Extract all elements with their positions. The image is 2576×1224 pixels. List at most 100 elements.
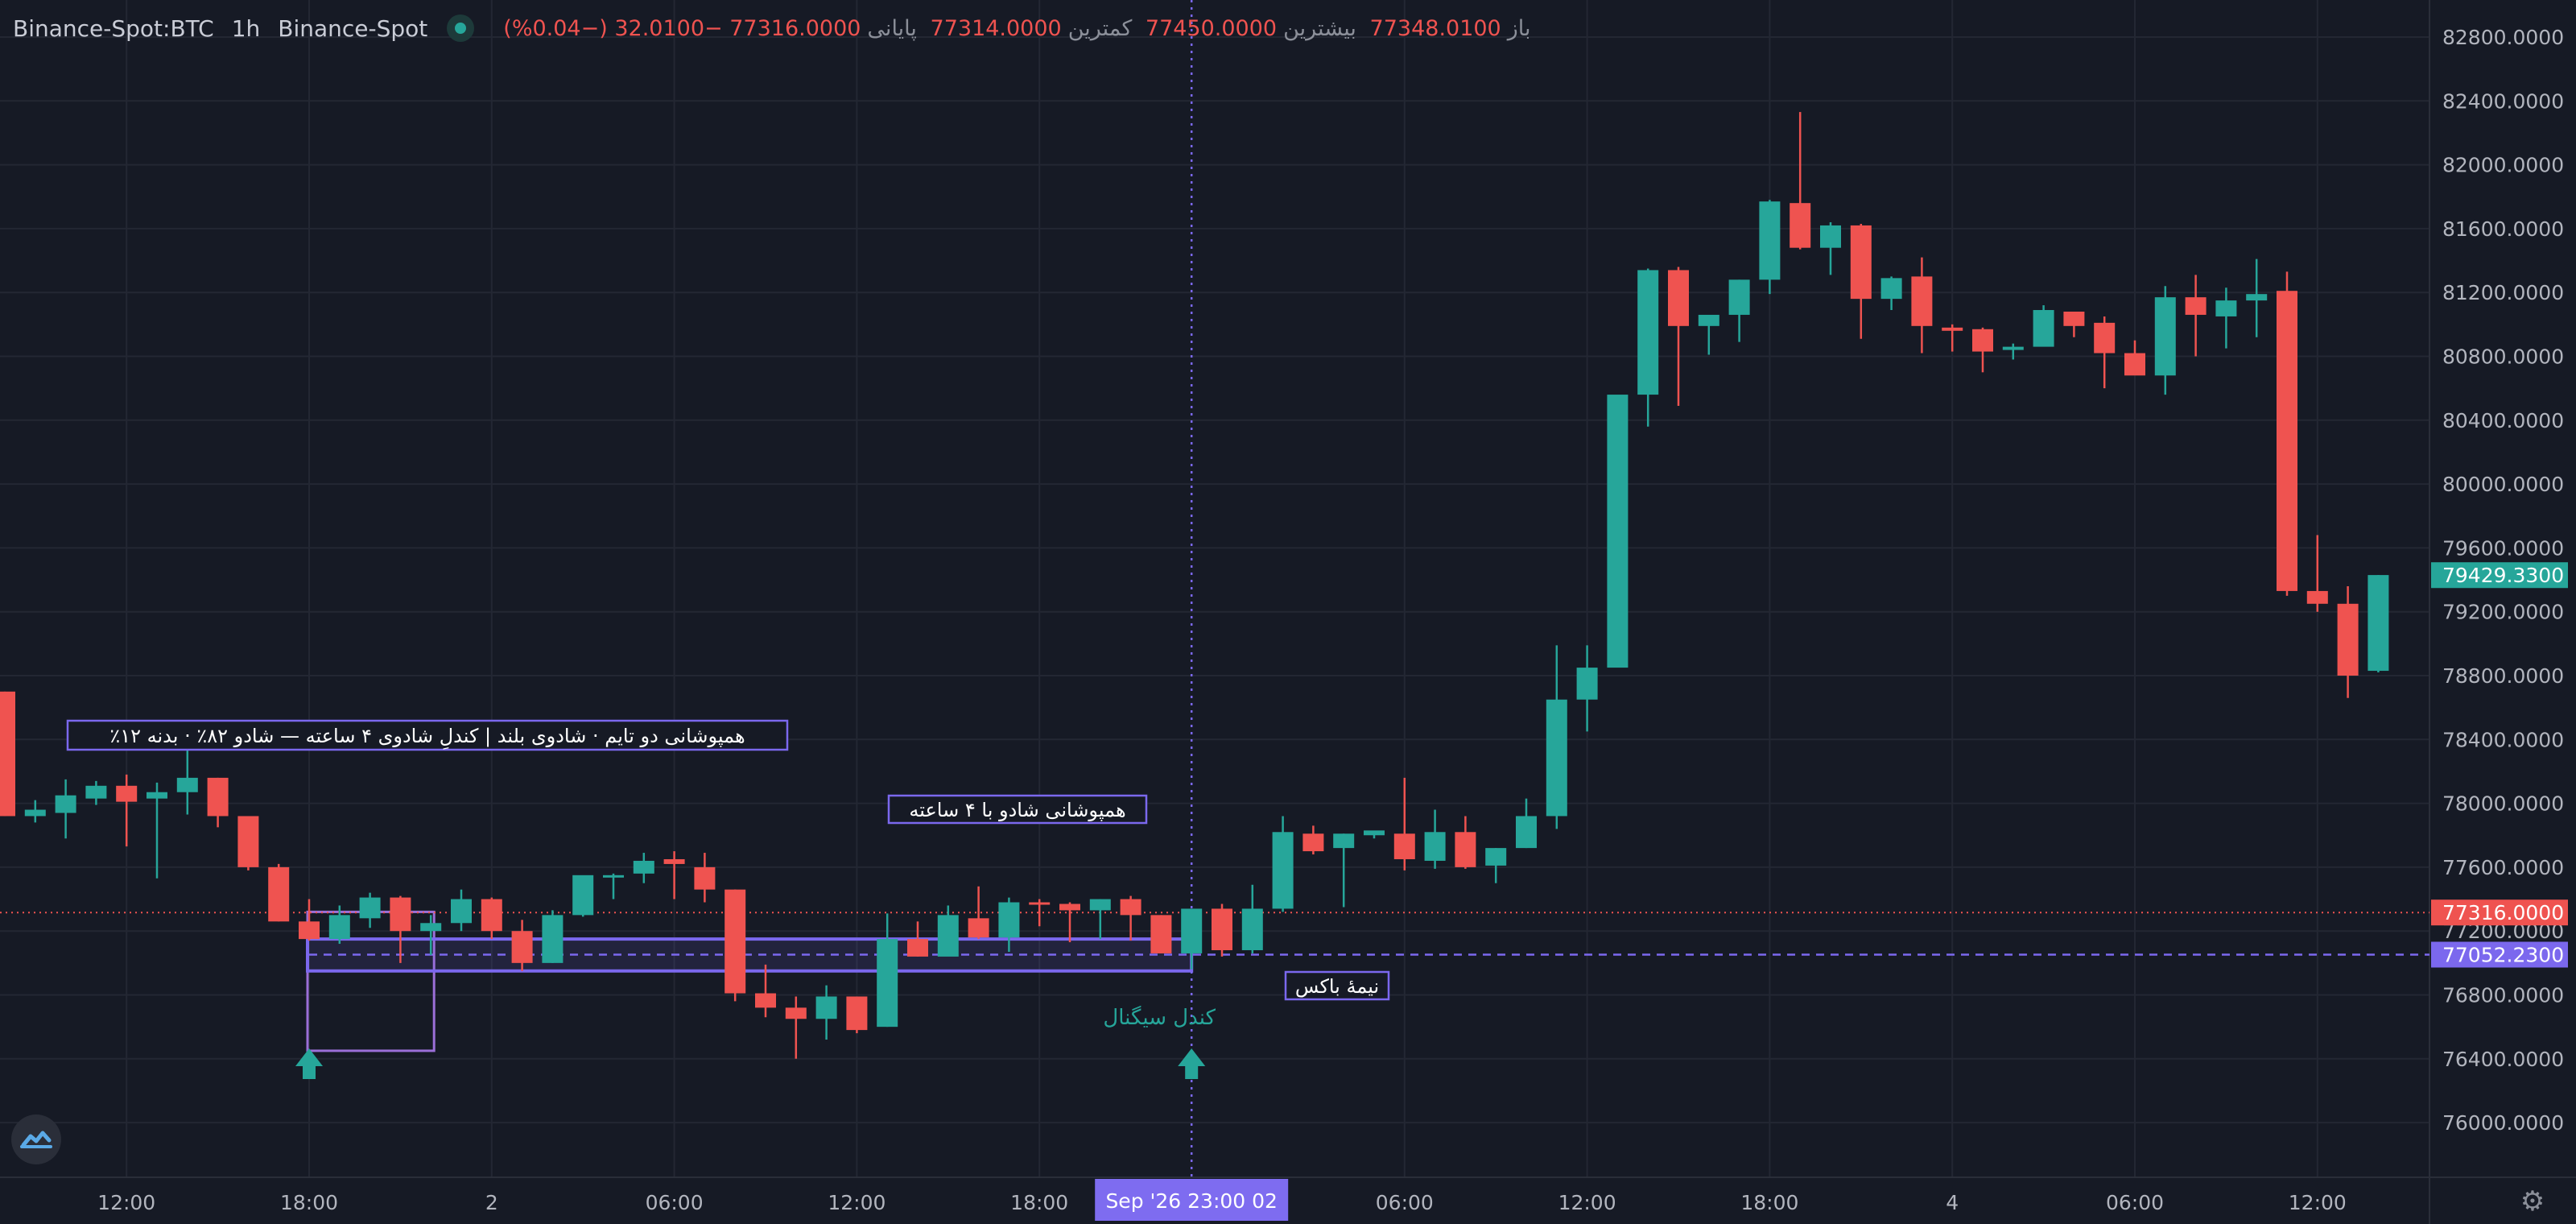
time-tick-label: 2	[485, 1191, 498, 1214]
price-tick-label: 80400.0000	[2442, 409, 2564, 432]
symbol-name[interactable]: Binance-Spot:BTC	[13, 14, 214, 42]
price-tick-label: 79200.0000	[2442, 601, 2564, 624]
candle-body-up	[998, 902, 1020, 938]
time-tick-label: 18:00	[1740, 1191, 1798, 1214]
time-tick-label: 12:00	[1558, 1191, 1616, 1214]
price-tick-label: 79600.0000	[2442, 536, 2564, 560]
candle-body-down	[0, 691, 15, 817]
candle-body-up	[420, 923, 442, 932]
candle-body-up	[1424, 832, 1446, 861]
tradingview-logo-icon[interactable]	[11, 1114, 61, 1164]
open-value: 77348.0100	[1369, 15, 1501, 41]
interval-label[interactable]: 1h	[231, 14, 261, 42]
ohlc-values: باز77348.0100 بیشترین77450.0000 کمترین77…	[492, 16, 1537, 41]
low-label: کمترین	[1067, 15, 1133, 41]
change-value: −32.0100 (−0.04%)	[503, 15, 723, 41]
candle-body-up	[2246, 294, 2268, 301]
candle-body-down	[1150, 915, 1172, 953]
price-tick-label: 80800.0000	[2442, 345, 2564, 369]
crosshair-time-tag: Sep '26 23:00 02	[1105, 1189, 1278, 1213]
price-tick-label: 78400.0000	[2442, 728, 2564, 751]
close-value: 77316.0000	[729, 15, 861, 41]
candle-body-up	[451, 899, 472, 924]
price-tick-label: 82000.0000	[2442, 154, 2564, 177]
candle-body-down	[2337, 603, 2359, 676]
mid-box-label-frame	[1284, 970, 1390, 1001]
candle-body-down	[1850, 225, 1872, 300]
candle-body-down	[846, 996, 868, 1031]
candle-body-down	[1393, 833, 1415, 859]
signal-range-box	[306, 910, 436, 1052]
candle-body-down	[907, 939, 928, 957]
price-tick-label: 78800.0000	[2442, 664, 2564, 688]
high-label: بیشترین	[1283, 15, 1356, 41]
crosshair-time-tag-bg	[1095, 1179, 1289, 1221]
candle-body-down	[2063, 311, 2085, 326]
mid-box-label: نیمهٔ باکس	[1295, 975, 1379, 998]
exchange-label: Binance-Spot	[278, 14, 428, 42]
candle-body-down	[116, 785, 138, 802]
candle-body-down	[2124, 353, 2145, 376]
time-tick-label: 18:00	[1010, 1191, 1068, 1214]
mid-box-price-tag: 77052.2300	[2442, 943, 2564, 966]
candle-body-down	[299, 921, 320, 940]
candle-body-up	[176, 777, 198, 792]
price-tick-label: 76800.0000	[2442, 984, 2564, 1007]
candle-body-up	[1089, 899, 1111, 911]
candle-body-down	[663, 858, 685, 864]
candle-body-down	[968, 918, 989, 938]
price-tick-label: 76000.0000	[2442, 1111, 2564, 1135]
candle-body-down	[237, 816, 259, 867]
candle-body-up	[2215, 300, 2237, 316]
candle-body-down	[390, 897, 411, 932]
candle-body-up	[1637, 270, 1659, 395]
time-tick-label: 4	[1946, 1191, 1959, 1214]
candle-body-up	[815, 996, 837, 1019]
candle-body-up	[877, 939, 898, 1028]
candle-body-up	[1759, 201, 1781, 280]
candle-body-down	[1942, 327, 1963, 331]
candle-body-up	[24, 809, 46, 817]
candle-body-up	[359, 897, 381, 919]
overlap-box-label-frame	[887, 794, 1148, 825]
candle-body-down	[2185, 297, 2207, 315]
candle-body-down	[1455, 832, 1476, 867]
candle-body-up	[633, 860, 654, 874]
main-pattern-label-frame	[66, 719, 789, 751]
candle-body-down	[511, 931, 533, 963]
candle-body-up	[572, 875, 594, 916]
candle-body-up	[2002, 346, 2024, 350]
gear-icon[interactable]: ⚙	[2520, 1185, 2545, 1218]
signal-arrow-up	[1178, 1048, 1206, 1079]
candle-body-up	[1241, 908, 1263, 950]
candle-body-up	[937, 915, 959, 957]
candle-body-down	[785, 1007, 807, 1019]
price-tick-label: 81600.0000	[2442, 217, 2564, 241]
candle-body-up	[1576, 668, 1598, 700]
price-tick-label: 78000.0000	[2442, 792, 2564, 816]
candle-body-up	[1485, 848, 1507, 866]
price-tick-label: 76400.0000	[2442, 1048, 2564, 1071]
candle-body-down	[1120, 899, 1141, 916]
candle-body-up	[1516, 816, 1537, 849]
candle-body-down	[1212, 908, 1232, 950]
candle-body-down	[694, 866, 716, 890]
market-status-icon[interactable]	[447, 14, 475, 42]
candle-body-up	[1728, 279, 1750, 315]
signal-candle-label: کندل سیگنال	[1103, 1005, 1216, 1030]
candle-body-down	[1972, 329, 1993, 352]
chart-legend: Binance-Spot:BTC 1h Binance-Spot باز7734…	[13, 11, 1538, 45]
price-tick-label: 81200.0000	[2442, 281, 2564, 304]
candle-body-down	[1790, 203, 1811, 248]
candle-body-up	[1698, 314, 1719, 326]
price-tick-label: 82400.0000	[2442, 89, 2564, 113]
candle-body-down	[1059, 904, 1080, 911]
candle-body-down	[755, 993, 776, 1008]
candle-body-up	[2154, 297, 2176, 376]
candle-body-down	[207, 777, 229, 817]
overlap-box-label: همپوشانی شادو با ۴ ساعته	[909, 799, 1125, 821]
high-value: 77450.0000	[1145, 15, 1278, 41]
candle-body-down	[268, 866, 290, 922]
